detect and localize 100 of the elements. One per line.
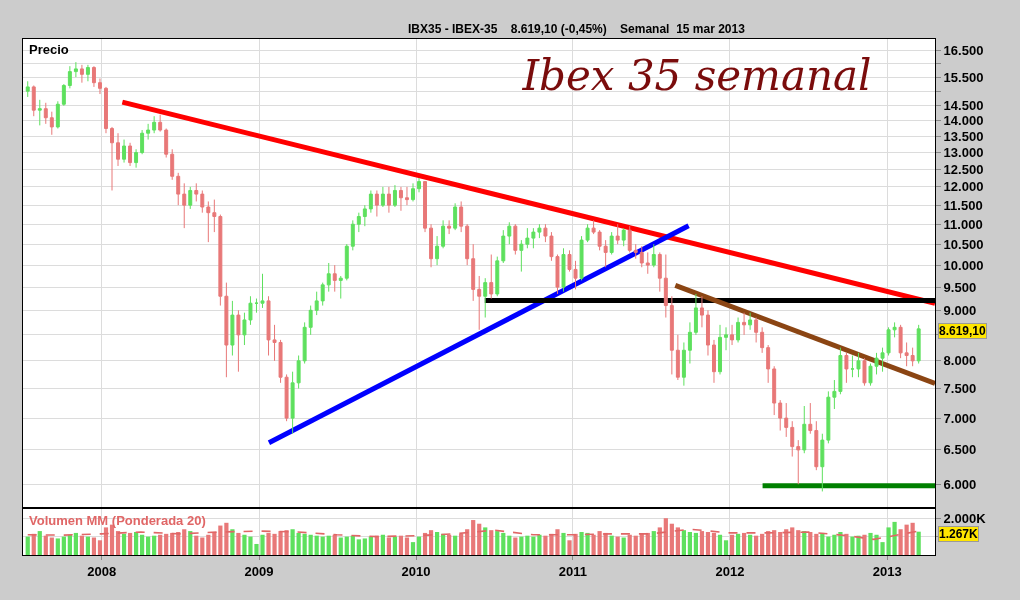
- candlestick: [25, 80, 30, 98]
- y-tick-label: 2.000K: [943, 510, 987, 526]
- candlestick: [471, 243, 476, 302]
- candlestick: [212, 199, 217, 233]
- x-tick-label: 2010: [401, 563, 431, 579]
- bar: [459, 533, 464, 555]
- candlestick: [260, 273, 265, 309]
- bar: [290, 529, 295, 555]
- y-tick-label: 12.500: [943, 161, 984, 177]
- bar: [711, 532, 717, 555]
- bar: [651, 531, 656, 555]
- bar: [778, 532, 783, 555]
- candlestick: [73, 61, 78, 78]
- bar: [645, 532, 650, 555]
- candlestick: [904, 341, 909, 367]
- chart-title: Ibex 35 semanal: [521, 50, 872, 100]
- bar: [519, 536, 524, 555]
- candlestick: [308, 305, 313, 336]
- bar: [844, 533, 849, 555]
- bar: [320, 536, 325, 555]
- bar: [103, 527, 109, 555]
- bar: [705, 532, 711, 555]
- bar: [398, 535, 404, 555]
- bar: [206, 534, 211, 555]
- bar: [495, 531, 500, 555]
- candlestick: [718, 324, 722, 375]
- y-tick-label: 13.000: [943, 145, 984, 161]
- candlestick: [206, 200, 211, 243]
- candlestick: [724, 326, 728, 351]
- candlestick: [224, 282, 229, 378]
- bar: [170, 532, 175, 555]
- candlestick: [754, 317, 759, 343]
- candlestick: [796, 439, 801, 485]
- bar: [380, 534, 386, 555]
- bar: [37, 531, 42, 555]
- candlestick: [188, 186, 193, 210]
- candlestick: [170, 148, 175, 181]
- candlestick: [681, 341, 686, 387]
- bar: [224, 522, 229, 555]
- candlestick: [176, 172, 181, 206]
- y-tick-label: 16.500: [943, 42, 984, 58]
- bar: [302, 533, 307, 555]
- bar: [609, 535, 614, 555]
- candlestick: [146, 123, 151, 141]
- bar: [121, 533, 127, 555]
- y-tick-label: 11.000: [943, 216, 983, 232]
- candlestick: [603, 239, 608, 268]
- y-tick-label: 10.500: [943, 236, 984, 252]
- bar: [663, 518, 668, 555]
- bar: [97, 540, 103, 555]
- bar: [410, 542, 416, 555]
- y-tick-label: 9.500: [943, 279, 977, 295]
- candlestick: [134, 148, 139, 169]
- bar: [916, 531, 921, 555]
- y-tick-label: 14.500: [943, 98, 984, 114]
- candlestick: [615, 223, 620, 245]
- candlestick: [916, 324, 921, 365]
- candlestick: [31, 84, 36, 117]
- bar: [729, 534, 735, 555]
- candlestick: [621, 227, 626, 247]
- bar: [735, 533, 741, 555]
- candlestick: [182, 182, 187, 229]
- candlestick: [356, 212, 361, 233]
- bar: [440, 533, 446, 555]
- candlestick: [332, 264, 337, 293]
- candlestick: [633, 243, 638, 260]
- candlestick: [772, 365, 777, 416]
- bar: [597, 531, 602, 555]
- bar: [212, 532, 217, 555]
- bar: [326, 535, 331, 555]
- bar: [314, 535, 319, 555]
- candlestick: [705, 309, 710, 357]
- x-tick-label: 2013: [872, 563, 902, 579]
- bar: [236, 532, 241, 555]
- candlestick: [67, 65, 72, 89]
- bar: [61, 536, 66, 555]
- candlestick: [350, 219, 355, 251]
- candlestick: [627, 225, 632, 253]
- candlestick: [519, 239, 524, 273]
- candlestick: [820, 433, 825, 492]
- candlestick: [417, 177, 421, 193]
- bar: [748, 534, 753, 555]
- candlestick: [699, 295, 704, 328]
- candlestick: [802, 405, 807, 454]
- candlestick: [435, 235, 440, 266]
- candlestick: [748, 312, 753, 331]
- candlestick: [61, 83, 66, 107]
- bar: [368, 536, 373, 555]
- candlestick: [675, 334, 680, 381]
- candlestick: [609, 231, 614, 256]
- y-tick-label: 8.000: [943, 353, 977, 369]
- bar: [188, 531, 193, 555]
- candlestick: [254, 298, 259, 314]
- candlestick: [423, 181, 428, 233]
- candlestick: [392, 184, 397, 208]
- candlestick: [808, 402, 813, 435]
- bar: [904, 524, 909, 555]
- candlestick: [122, 139, 127, 164]
- bar: [657, 527, 662, 555]
- y-tick-label: 12.000: [943, 179, 984, 195]
